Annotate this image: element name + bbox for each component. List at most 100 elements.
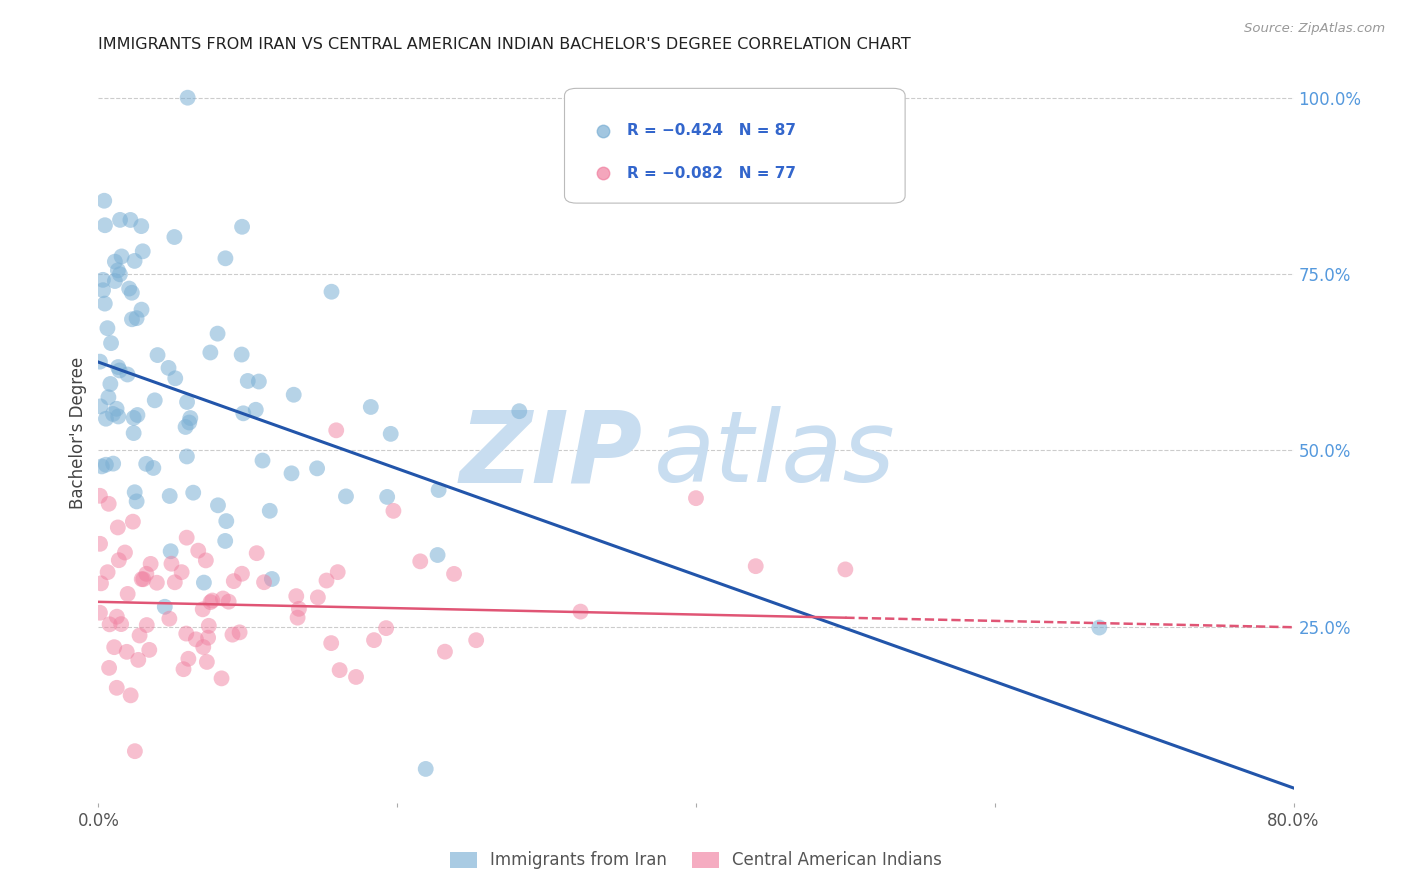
Point (94, 411, 117, 425)
Point (104, 274, 127, 288)
Point (221, 627, 243, 641)
Point (122, 515, 145, 529)
Point (114, 545, 136, 559)
Point (214, 252, 236, 266)
Point (231, 566, 253, 581)
Point (107, 263, 129, 277)
Point (375, 490, 398, 504)
Point (135, 457, 157, 471)
Point (125, 494, 148, 508)
Point (132, 572, 155, 586)
Text: Source: ZipAtlas.com: Source: ZipAtlas.com (1244, 22, 1385, 36)
Point (122, 426, 145, 441)
Point (329, 663, 352, 677)
Point (288, 602, 311, 616)
Point (184, 632, 207, 647)
Point (287, 610, 309, 624)
Point (194, 553, 217, 567)
Point (218, 595, 240, 609)
Point (138, 643, 160, 657)
Point (181, 485, 204, 500)
Point (127, 408, 149, 422)
Point (326, 565, 349, 579)
Point (246, 546, 269, 560)
FancyBboxPatch shape (565, 88, 905, 203)
Text: ZIP: ZIP (460, 407, 643, 503)
Point (120, 689, 142, 703)
Text: atlas: atlas (654, 407, 896, 503)
Point (105, 681, 128, 695)
Point (157, 360, 180, 375)
Point (105, 401, 128, 416)
Point (107, 359, 129, 374)
Point (231, 347, 253, 361)
Point (207, 326, 229, 341)
Point (335, 489, 357, 503)
Point (157, 612, 180, 626)
Point (108, 268, 131, 282)
Point (124, 744, 146, 758)
Point (236, 374, 259, 388)
Point (211, 672, 233, 686)
Point (174, 626, 197, 640)
Point (100, 336, 122, 351)
Point (135, 618, 157, 632)
Point (118, 282, 141, 296)
Point (104, 254, 127, 268)
Text: IMMIGRANTS FROM IRAN VS CENTRAL AMERICAN INDIAN BACHELOR'S DEGREE CORRELATION CH: IMMIGRANTS FROM IRAN VS CENTRAL AMERICAN… (98, 37, 911, 52)
Point (193, 575, 215, 590)
Point (107, 553, 129, 567)
Point (90, 459, 112, 474)
Point (280, 467, 302, 481)
Point (252, 453, 274, 467)
Point (173, 662, 195, 676)
Point (200, 345, 222, 359)
Point (146, 575, 169, 590)
Point (97, 497, 120, 511)
Point (176, 91, 198, 105)
Point (245, 402, 267, 417)
Point (129, 219, 152, 233)
Point (107, 520, 129, 534)
Point (212, 591, 235, 606)
Point (307, 591, 329, 605)
Point (131, 572, 153, 586)
Point (321, 636, 343, 650)
Point (382, 504, 405, 518)
Point (834, 562, 856, 576)
Point (380, 426, 402, 441)
Point (283, 388, 305, 402)
Point (91, 283, 114, 297)
Point (201, 593, 224, 607)
Point (325, 423, 347, 437)
Point (98, 661, 121, 675)
Point (125, 311, 148, 326)
Point (569, 605, 592, 619)
Point (96, 321, 118, 335)
Text: R = −0.082   N = 77: R = −0.082 N = 77 (627, 166, 796, 181)
Point (163, 575, 186, 590)
Point (214, 533, 236, 548)
Legend: Immigrants from Iran, Central American Indians: Immigrants from Iran, Central American I… (443, 845, 949, 876)
Point (124, 485, 146, 500)
Point (117, 587, 139, 601)
Point (94, 296, 117, 310)
Point (101, 457, 124, 471)
Point (143, 393, 166, 408)
Point (165, 371, 187, 385)
Point (97, 565, 120, 579)
Point (132, 244, 155, 259)
Point (465, 633, 488, 648)
Point (110, 617, 132, 632)
Point (115, 645, 138, 659)
Point (121, 312, 143, 326)
Point (179, 411, 201, 425)
Point (139, 557, 162, 571)
Point (215, 514, 238, 528)
Point (433, 645, 456, 659)
Point (135, 566, 157, 581)
Point (89, 606, 111, 620)
Point (124, 254, 146, 268)
Point (91, 273, 114, 287)
Point (231, 219, 253, 234)
